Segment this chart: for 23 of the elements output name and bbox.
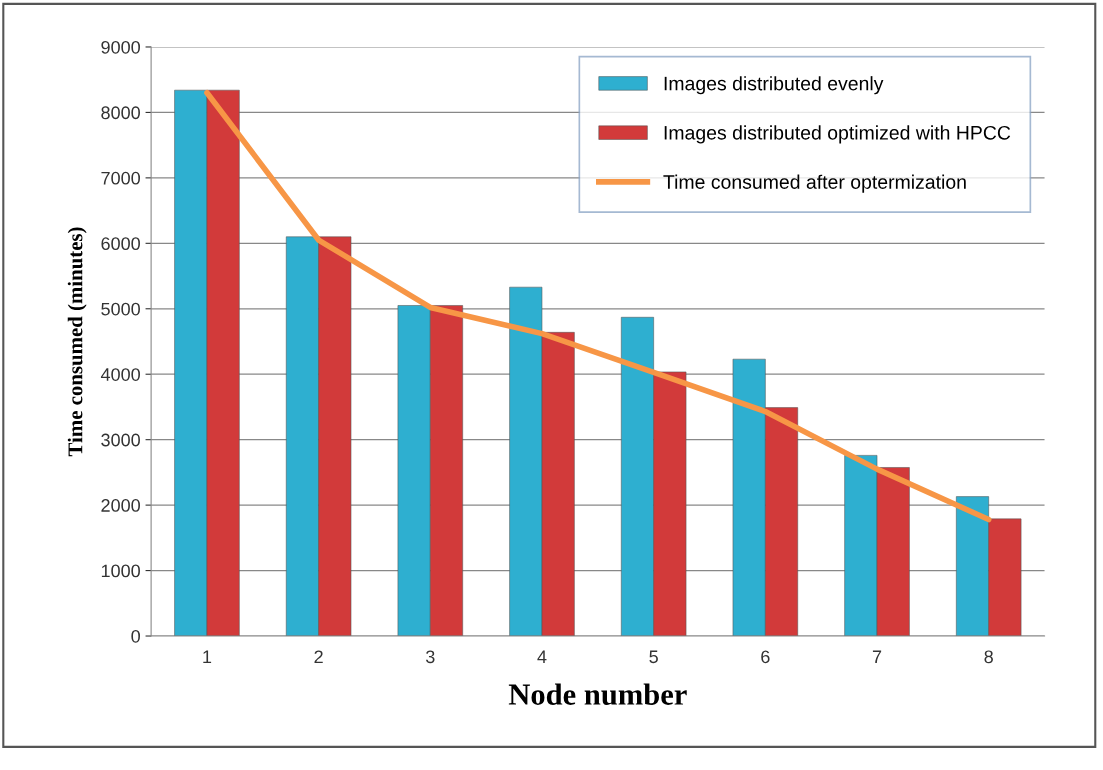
x-tick-label: 2 <box>314 650 323 663</box>
y-tick-label: 6000 <box>101 237 140 251</box>
y-tick-label: 2000 <box>101 499 140 512</box>
x-tick-label: 3 <box>425 650 435 664</box>
y-tick-label: 9000 <box>101 40 140 54</box>
x-tick-label: 7 <box>872 650 882 663</box>
y-tick-label: 0 <box>131 629 140 643</box>
legend-label: Images distributed optimized with HPCC <box>664 125 1011 144</box>
x-tick-label: 1 <box>203 650 212 663</box>
legend-label: Images distributed evenly <box>664 76 884 95</box>
x-tick-label: 5 <box>649 650 658 664</box>
y-tick-label: 1000 <box>101 564 140 578</box>
x-tick-label: 4 <box>537 650 547 663</box>
y-tick-label: 8000 <box>101 106 140 120</box>
x-tick-label: 8 <box>984 650 993 664</box>
x-axis-title: Node number <box>508 683 687 705</box>
y-tick-label: 4000 <box>100 368 140 381</box>
y-tick-label: 3000 <box>101 433 140 447</box>
y-tick-label: 7000 <box>101 171 140 185</box>
legend-label: Time consumed after optermization <box>663 174 966 193</box>
x-tick-label: 6 <box>761 650 770 664</box>
y-tick-label: 5000 <box>101 302 140 316</box>
y-axis-title: Time consumed (minutes) <box>67 227 87 457</box>
